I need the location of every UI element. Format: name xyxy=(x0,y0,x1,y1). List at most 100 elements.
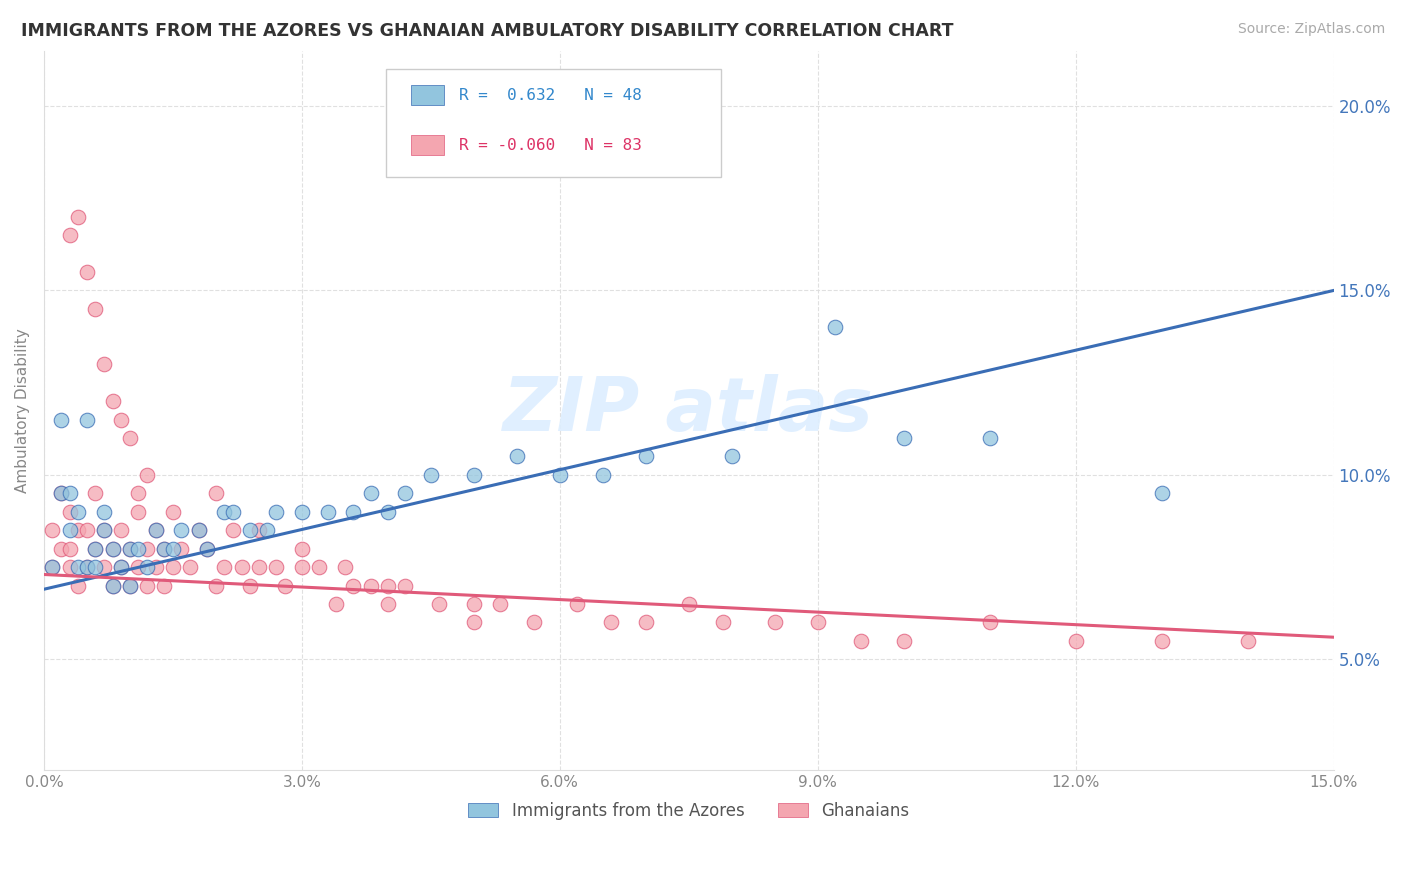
Point xyxy=(377,578,399,592)
Point xyxy=(1150,633,1173,648)
Text: R =  0.632   N = 48: R = 0.632 N = 48 xyxy=(460,87,643,103)
Point xyxy=(488,597,510,611)
Point xyxy=(118,431,141,445)
Point xyxy=(360,578,382,592)
Point xyxy=(849,633,872,648)
Point xyxy=(110,523,132,537)
Point xyxy=(76,265,98,279)
Point xyxy=(592,467,614,482)
Point xyxy=(153,578,176,592)
Point xyxy=(162,505,184,519)
Point xyxy=(153,541,176,556)
Point xyxy=(101,394,124,409)
Point xyxy=(110,412,132,426)
Point xyxy=(807,615,830,630)
Point xyxy=(893,633,915,648)
Point xyxy=(239,523,262,537)
Point xyxy=(231,560,253,574)
Point xyxy=(291,560,314,574)
Point xyxy=(187,523,209,537)
Point xyxy=(110,560,132,574)
Point xyxy=(136,541,159,556)
Point xyxy=(214,505,236,519)
Point xyxy=(205,578,228,592)
Point xyxy=(84,560,107,574)
Point xyxy=(463,597,485,611)
Point xyxy=(979,431,1001,445)
Point xyxy=(76,523,98,537)
Point xyxy=(264,560,287,574)
Point xyxy=(41,523,63,537)
Point xyxy=(118,541,141,556)
Point xyxy=(145,523,167,537)
Point xyxy=(127,560,149,574)
Point xyxy=(711,615,734,630)
Point xyxy=(333,560,356,574)
Point xyxy=(463,467,485,482)
Point xyxy=(291,541,314,556)
Point xyxy=(377,505,399,519)
Point xyxy=(195,541,218,556)
Point xyxy=(222,505,245,519)
Point xyxy=(49,541,72,556)
Point xyxy=(394,486,416,500)
Point xyxy=(247,560,270,574)
Point xyxy=(101,541,124,556)
Point xyxy=(342,578,364,592)
Point xyxy=(763,615,786,630)
Point xyxy=(145,560,167,574)
Point xyxy=(110,560,132,574)
Point xyxy=(893,431,915,445)
Point xyxy=(256,523,278,537)
Point xyxy=(170,541,193,556)
Point xyxy=(67,505,90,519)
Point xyxy=(118,578,141,592)
Point xyxy=(49,412,72,426)
Point xyxy=(214,560,236,574)
Bar xyxy=(412,85,444,104)
Point xyxy=(136,560,159,574)
Bar xyxy=(412,136,444,155)
Point xyxy=(67,523,90,537)
Point xyxy=(187,523,209,537)
Point xyxy=(548,467,571,482)
Point xyxy=(59,560,82,574)
Point xyxy=(247,523,270,537)
Point xyxy=(463,615,485,630)
FancyBboxPatch shape xyxy=(385,69,721,177)
Point xyxy=(1236,633,1258,648)
Point xyxy=(67,578,90,592)
Point xyxy=(67,210,90,224)
Point xyxy=(634,450,657,464)
Point xyxy=(239,578,262,592)
Point xyxy=(824,320,846,334)
Point xyxy=(127,541,149,556)
Point xyxy=(59,541,82,556)
Point xyxy=(394,578,416,592)
Point xyxy=(377,597,399,611)
Point xyxy=(720,450,742,464)
Point xyxy=(136,578,159,592)
Point xyxy=(153,541,176,556)
Point xyxy=(162,541,184,556)
Point xyxy=(101,541,124,556)
Point xyxy=(76,560,98,574)
Point xyxy=(84,541,107,556)
Point xyxy=(101,578,124,592)
Point xyxy=(291,505,314,519)
Point xyxy=(59,523,82,537)
Point xyxy=(523,615,546,630)
Point xyxy=(634,615,657,630)
Point xyxy=(360,486,382,500)
Point xyxy=(273,578,295,592)
Point xyxy=(325,597,347,611)
Point xyxy=(59,486,82,500)
Text: IMMIGRANTS FROM THE AZORES VS GHANAIAN AMBULATORY DISABILITY CORRELATION CHART: IMMIGRANTS FROM THE AZORES VS GHANAIAN A… xyxy=(21,22,953,40)
Point xyxy=(93,523,115,537)
Point xyxy=(84,486,107,500)
Point xyxy=(118,541,141,556)
Point xyxy=(308,560,330,574)
Point xyxy=(979,615,1001,630)
Point xyxy=(565,597,588,611)
Point xyxy=(316,505,339,519)
